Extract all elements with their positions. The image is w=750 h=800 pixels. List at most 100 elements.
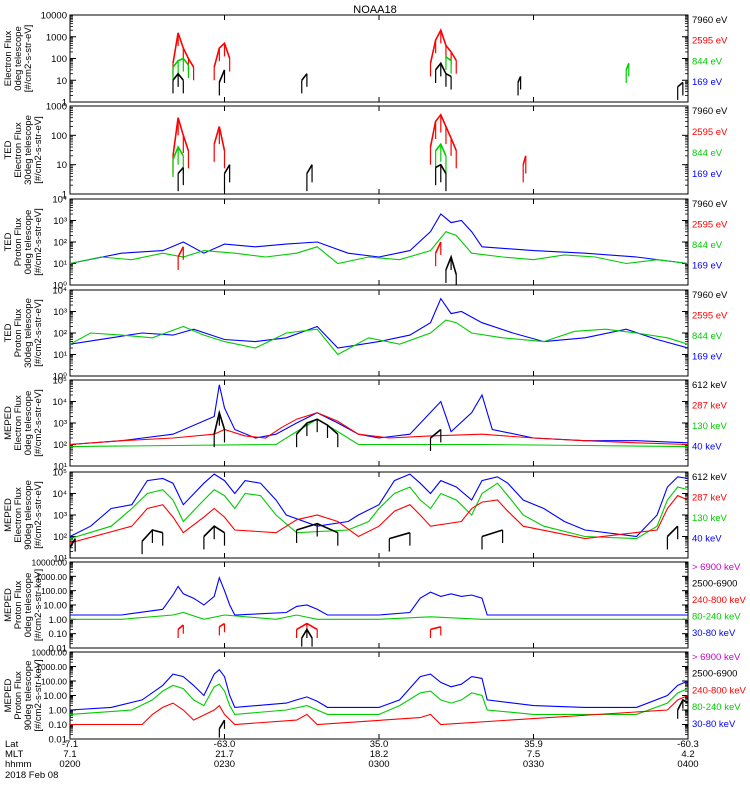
- y-tick-label: 10⁴: [52, 286, 67, 297]
- y-axis-label: 0deg telescope: [13, 26, 24, 90]
- y-axis-label: MEPED: [3, 588, 14, 622]
- series-burst: [172, 57, 190, 68]
- y-tick-label: 10³: [53, 511, 67, 522]
- series-line: [70, 418, 688, 448]
- legend-label: 169 eV: [692, 260, 723, 271]
- series-burst: [177, 166, 184, 175]
- series-line: [70, 384, 688, 446]
- panel-p4: 10⁰ 10¹ 10² 10³ 10⁴ TED Proton Flux 30deg teles…: [3, 286, 728, 383]
- time-value: 18.2: [370, 749, 389, 760]
- y-axis-label: TED: [3, 323, 14, 342]
- series-group: [172, 28, 684, 100]
- y-tick-label: 10000: [41, 11, 67, 22]
- y-tick-label: 10³: [53, 419, 67, 430]
- y-tick-label: 100.00: [41, 586, 67, 596]
- legend-label: 7960 eV: [692, 15, 728, 26]
- y-axis-label: 90deg telescope: [23, 480, 34, 550]
- time-row-label: Lat: [5, 739, 19, 750]
- series-burst: [203, 525, 225, 538]
- y-axis-label: [#/cm2-s-str-keV]: [33, 569, 44, 641]
- panel-frame: [69, 105, 689, 195]
- series-group: [70, 473, 688, 558]
- series-burst: [296, 622, 318, 631]
- legend-label: 240-800 keV: [692, 685, 747, 696]
- legend-label: 40 keV: [692, 441, 722, 452]
- y-axis-label: [#/cm2-s-str-eV]: [33, 208, 44, 276]
- legend-label: 80-240 keV: [692, 702, 741, 713]
- y-tick-label: 10¹: [53, 259, 67, 270]
- y-tick-label: 100: [51, 131, 67, 142]
- y-tick-label: 10¹: [53, 350, 67, 361]
- series-burst: [223, 164, 231, 174]
- panel-frame: [69, 561, 689, 649]
- y-axis-label: 90deg telescope: [23, 661, 34, 731]
- y-axis-label: [#/cm2-s-str-eV]: [33, 481, 44, 549]
- y-axis-label: [#/cm2-s-str-eV]: [33, 299, 44, 367]
- y-tick-label: 10²: [53, 238, 67, 249]
- legend-label: 130 keV: [692, 421, 728, 432]
- y-tick-label: 1000.00: [36, 572, 67, 582]
- y-tick-label: 10000.00: [32, 648, 68, 658]
- series-burst: [306, 164, 313, 174]
- series-group: [70, 384, 688, 451]
- series-burst: [429, 113, 458, 152]
- series-burst: [218, 719, 226, 730]
- y-tick-label: 1000: [46, 32, 67, 43]
- legend-label: 844 eV: [692, 331, 723, 342]
- y-axis-label: Electron Flux: [13, 487, 24, 543]
- time-value: 35.0: [370, 739, 389, 750]
- series-burst: [218, 622, 225, 628]
- legend-label: 2500-6900: [692, 669, 737, 680]
- series-burst: [218, 69, 226, 83]
- y-axis-label: 0deg telescope: [23, 391, 34, 455]
- time-value: 7.1: [63, 749, 76, 760]
- panel-p2: 1 10 100 1000 TED Electron Flux 30deg telescop…: [3, 102, 728, 201]
- series-burst: [445, 56, 452, 62]
- y-tick-label: 1: [62, 190, 67, 201]
- legend-label: 287 keV: [692, 492, 728, 503]
- series-burst: [296, 418, 339, 435]
- legend-label: 844 eV: [692, 148, 723, 159]
- series-burst: [213, 126, 226, 151]
- legend-label: 2595 eV: [692, 219, 728, 230]
- time-value: 0230: [214, 759, 235, 770]
- series-group: [70, 213, 688, 285]
- series-line: [70, 231, 688, 265]
- legend-label: 7960 eV: [692, 106, 728, 117]
- panel-p6: 10¹ 10² 10³ 10⁴ 10⁵ MEPED Electron Flux 90deg t…: [3, 468, 728, 565]
- time-value: 21.7: [215, 749, 234, 760]
- series-line: [70, 482, 688, 540]
- panel-p3: 10⁰ 10¹ 10² 10³ 10⁴ TED Proton Flux 0deg telesc…: [3, 195, 728, 292]
- panel-frame: [69, 14, 689, 103]
- series-burst: [172, 72, 184, 81]
- y-tick-label: 10³: [53, 307, 67, 318]
- time-value: 0300: [368, 759, 389, 770]
- legend-label: 287 keV: [692, 400, 728, 411]
- time-axis: Lat -7.1 -63.0 35.0 35.9 -60.3 MLT 7.1 21.7 18.2 7…: [5, 739, 699, 781]
- time-row-label: hhmm: [5, 759, 31, 770]
- series-burst: [172, 117, 190, 156]
- time-value: -63.0: [214, 739, 236, 750]
- series-group: [70, 297, 688, 356]
- legend-label: 30-80 keV: [692, 628, 736, 639]
- time-row-label: MLT: [5, 749, 23, 760]
- series-burst: [213, 41, 231, 68]
- legend-label: 2595 eV: [692, 127, 728, 138]
- legend-label: 30-80 keV: [692, 719, 736, 730]
- time-value: 0330: [523, 759, 544, 770]
- legend-label: 169 eV: [692, 169, 723, 180]
- y-axis-label: Electron Flux: [13, 122, 24, 178]
- time-value: 0200: [59, 759, 80, 770]
- series-burst: [481, 529, 503, 538]
- legend-label: 169 eV: [692, 77, 723, 88]
- legend-label: 169 eV: [692, 351, 723, 362]
- series-burst: [434, 61, 452, 78]
- legend-label: 240-800 keV: [692, 595, 747, 606]
- legend-label: 130 keV: [692, 513, 728, 524]
- series-burst: [389, 531, 411, 540]
- series-line: [70, 611, 688, 620]
- y-tick-label: 10⁰: [53, 372, 68, 383]
- legend-label: 2500-6900: [692, 579, 737, 590]
- y-axis-label: [#/cm2-s-str-keV]: [33, 659, 44, 731]
